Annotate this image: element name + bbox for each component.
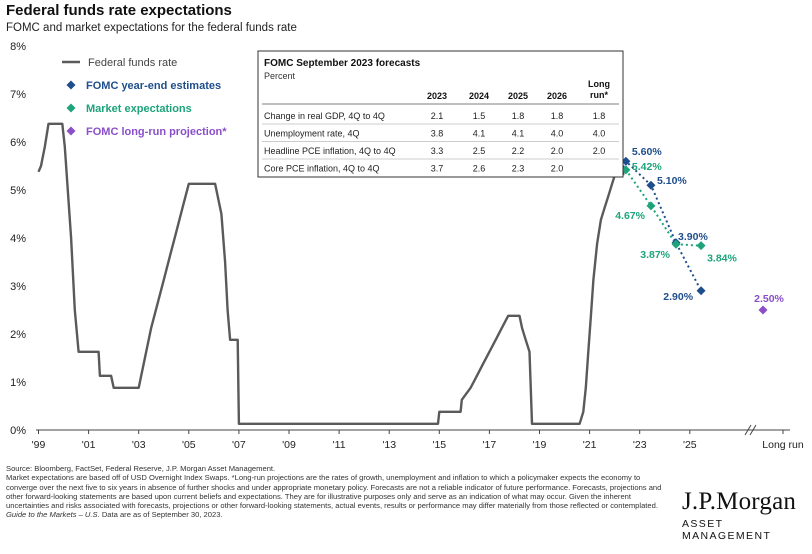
y-tick-label: 5% <box>10 185 26 197</box>
x-tick-label: '11 <box>333 439 346 451</box>
market-expectation-label: 5.42% <box>632 161 662 173</box>
y-tick-label: 1% <box>10 377 26 389</box>
guide-date: Data are as of September 30, 2023. <box>99 510 223 520</box>
legend-diamond-swatch <box>66 103 76 113</box>
legend-label: Market expectations <box>86 103 192 115</box>
legend-label: Federal funds rate <box>88 57 177 69</box>
y-tick-label: 0% <box>10 425 26 437</box>
market-expectation-point <box>646 201 656 211</box>
x-tick-label: '99 <box>32 439 46 451</box>
table-cell: 1.8 <box>551 111 564 121</box>
market-expectation-point <box>696 241 706 251</box>
table-cell: 4.1 <box>473 129 486 139</box>
logo-brand: J.P.Morgan <box>682 488 797 515</box>
table-cell: 1.8 <box>512 111 525 121</box>
table-cell: 2.2 <box>512 146 525 156</box>
market-expectation-label: 4.67% <box>615 210 645 222</box>
table-cell: 4.0 <box>551 129 564 139</box>
x-tick-label: '01 <box>82 439 96 451</box>
legend-diamond-swatch <box>66 126 76 136</box>
x-tick-label: '09 <box>282 439 296 451</box>
y-tick-label: 3% <box>10 281 26 293</box>
axis-break-mark <box>744 424 752 436</box>
forecast-table: FOMC September 2023 forecasts Percent 2023… <box>257 50 624 178</box>
table-cell: 3.7 <box>431 164 444 174</box>
table-cell: 4.1 <box>512 129 525 139</box>
legend-diamond-swatch <box>66 80 76 90</box>
logo-subtitle: ASSET MANAGEMENT <box>682 518 772 542</box>
table-title: FOMC September 2023 forecasts <box>264 58 421 69</box>
guide-note: Guide to the Markets – U.S. Data are as … <box>6 510 668 519</box>
table-cell: 2.5 <box>473 146 486 156</box>
table-column-header: 2026 <box>547 91 567 101</box>
table-cell: 2.0 <box>593 146 606 156</box>
table-cell: 3.8 <box>431 129 444 139</box>
jpmorgan-logo: J.P.Morgan ASSET MANAGEMENT <box>682 488 812 542</box>
fomc-estimate-point <box>696 286 706 296</box>
table-column-header: run* <box>590 90 608 100</box>
y-tick-label: 7% <box>10 89 26 101</box>
table-cell: 3.3 <box>431 146 444 156</box>
fomc-estimate-label: 5.10% <box>657 175 687 187</box>
x-tick-label: '25 <box>683 439 697 451</box>
table-column-header: Long <box>588 79 610 89</box>
x-tick-label: '19 <box>533 439 547 451</box>
table-cell: 4.0 <box>593 129 606 139</box>
long-run-projection-point <box>758 305 768 315</box>
market-expectation-point <box>621 165 631 175</box>
table-row-label: Core PCE inflation, 4Q to 4Q <box>264 164 380 174</box>
y-tick-label: 2% <box>10 329 26 341</box>
y-tick-label: 6% <box>10 137 26 149</box>
table-column-header: 2025 <box>508 91 528 101</box>
axis-break-mark <box>749 424 757 436</box>
legend-label: FOMC long-run projection* <box>86 126 227 138</box>
fomc-estimate-label: 2.90% <box>663 291 693 303</box>
fomc-estimate-point <box>621 156 631 166</box>
table-cell: 2.3 <box>512 164 525 174</box>
table-frame <box>257 50 624 178</box>
table-cell: 2.0 <box>551 164 564 174</box>
legend-label: FOMC year-end estimates <box>86 80 221 92</box>
y-tick-label: 4% <box>10 233 26 245</box>
long-run-projection-label: 2.50% <box>754 293 784 305</box>
disclaimer-note: Market expectations are based off of USD… <box>6 473 662 511</box>
x-tick-label: Long run <box>762 439 804 451</box>
fed-funds-chart: 0% 1% 2% 3% 4% 5% 6% 7% 8% '99 '01 '03 '05 '07 '09 '11 '… <box>10 41 804 451</box>
table-unit: Percent <box>264 71 296 81</box>
page-subtitle: FOMC and market expectations for the fed… <box>6 22 297 34</box>
footnotes: Source: Bloomberg, FactSet, Federal Rese… <box>6 464 668 520</box>
table-row-label: Change in real GDP, 4Q to 4Q <box>264 111 385 121</box>
x-tick-label: '07 <box>232 439 246 451</box>
page-title: Federal funds rate expectations <box>6 2 232 19</box>
table-cell: 1.5 <box>473 111 486 121</box>
market-expectation-label: 3.87% <box>640 249 670 261</box>
x-tick-label: '13 <box>382 439 396 451</box>
table-column-header: 2024 <box>469 91 489 101</box>
legend: Federal funds rate FOMC year-end estimate… <box>62 57 227 138</box>
x-tick-label: '05 <box>182 439 196 451</box>
y-tick-label: 8% <box>10 41 26 53</box>
x-tick-label: '03 <box>132 439 146 451</box>
x-tick-label: '15 <box>432 439 446 451</box>
fomc-estimate-label: 5.60% <box>632 146 662 158</box>
fomc-estimate-label: 3.90% <box>678 231 708 243</box>
x-tick-label: '21 <box>583 439 597 451</box>
fed-funds-rate-line <box>37 122 621 425</box>
table-column-header: 2023 <box>427 91 447 101</box>
market-expectation-point <box>671 239 681 249</box>
table-row-label: Unemployment rate, 4Q <box>264 129 360 139</box>
table-cell: 1.8 <box>593 111 606 121</box>
table-cell: 2.0 <box>551 146 564 156</box>
fomc-estimate-point <box>646 180 656 190</box>
market-expectation-label: 3.84% <box>707 253 737 265</box>
table-row-label: Headline PCE inflation, 4Q to 4Q <box>264 146 396 156</box>
table-cell: 2.6 <box>473 164 486 174</box>
table-cell: 2.1 <box>431 111 444 121</box>
x-tick-label: '23 <box>633 439 647 451</box>
guide-title: Guide to the Markets – U.S. <box>6 510 100 520</box>
source-note: Source: Bloomberg, FactSet, Federal Rese… <box>6 464 276 473</box>
x-tick-label: '17 <box>483 439 497 451</box>
